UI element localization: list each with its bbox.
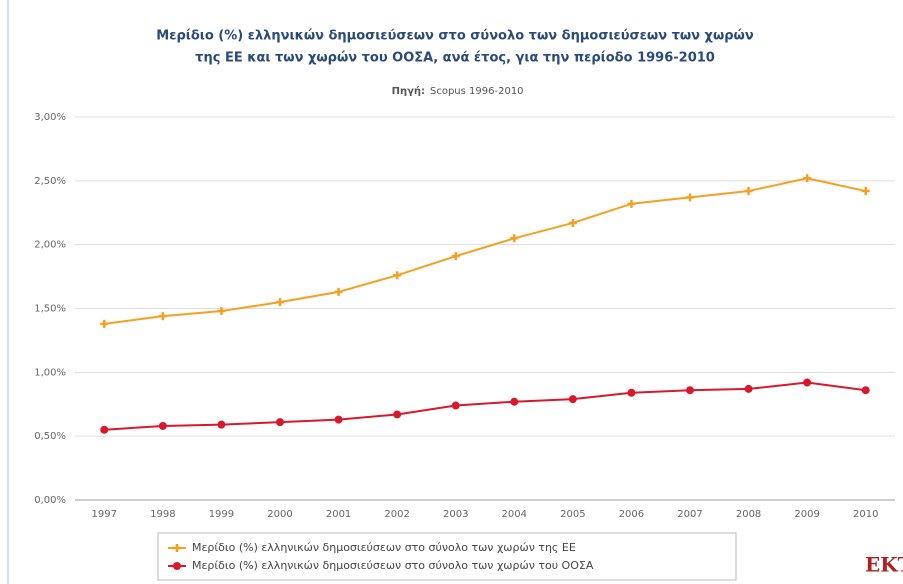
point xyxy=(744,384,753,393)
x-tick-label: 2001 xyxy=(326,509,351,520)
series-line xyxy=(104,381,866,431)
x-tick-label: 2002 xyxy=(384,509,409,520)
point xyxy=(686,193,694,202)
y-tick-label: 0,50% xyxy=(34,431,66,442)
point xyxy=(276,298,284,307)
legend-label: Μερίδιο (%) ελληνικών δημοσιεύσεων στο σ… xyxy=(192,559,594,572)
point xyxy=(393,410,402,419)
x-tick-label: 2004 xyxy=(502,509,527,520)
point xyxy=(744,187,753,196)
x-tick-label: 2008 xyxy=(736,509,761,520)
point xyxy=(861,386,870,395)
point xyxy=(510,234,519,243)
x-tick-label: 1997 xyxy=(92,509,117,520)
point xyxy=(100,425,109,434)
legend-box xyxy=(157,532,737,581)
y-tick-label: 2,00% xyxy=(34,240,66,251)
point xyxy=(686,386,694,395)
y-tick-label: 3,00% xyxy=(34,112,66,123)
point xyxy=(627,199,636,208)
point xyxy=(276,418,284,427)
x-tick-label: 2005 xyxy=(560,509,585,520)
point xyxy=(568,395,577,404)
point xyxy=(217,307,226,316)
logo: EKT xyxy=(865,553,903,577)
chart-title: της ΕΕ και των χωρών του ΟΟΣΑ, ανά έτος,… xyxy=(195,51,715,66)
point xyxy=(803,174,812,183)
x-tick-label: 2009 xyxy=(794,509,819,520)
point xyxy=(627,388,636,397)
point xyxy=(568,218,577,227)
x-tick-label: 2000 xyxy=(267,509,292,520)
point xyxy=(334,287,343,296)
y-tick-label: 2,50% xyxy=(34,176,66,187)
point xyxy=(100,319,109,328)
point xyxy=(173,544,181,552)
y-tick-label: 1,50% xyxy=(34,304,66,315)
source: Scopus 1996-2010 xyxy=(430,86,524,97)
series-line xyxy=(104,177,866,325)
x-tick-label: 1999 xyxy=(209,509,234,520)
x-tick-label: 2007 xyxy=(677,509,702,520)
x-tick-label: 2006 xyxy=(619,509,644,520)
point xyxy=(334,415,343,424)
point xyxy=(158,421,167,430)
point xyxy=(393,271,402,280)
point xyxy=(451,401,460,410)
x-tick-label: 2003 xyxy=(443,509,468,520)
point xyxy=(158,312,167,321)
chart-title: Μερίδιο (%) ελληνικών δημοσιεύσεων στο σ… xyxy=(156,29,754,44)
point xyxy=(217,420,226,429)
source-label: Πηγή: xyxy=(392,85,425,97)
point xyxy=(173,562,181,570)
y-tick-label: 1,00% xyxy=(34,367,66,378)
x-tick-label: 2010 xyxy=(853,509,878,520)
point xyxy=(510,397,519,406)
y-tick-label: 0,00% xyxy=(34,495,66,506)
x-tick-label: 1998 xyxy=(150,509,175,520)
point xyxy=(861,187,870,196)
point xyxy=(803,378,812,387)
point xyxy=(451,252,460,261)
legend-label: Μερίδιο (%) ελληνικών δημοσιεύσεων στο σ… xyxy=(192,541,576,554)
